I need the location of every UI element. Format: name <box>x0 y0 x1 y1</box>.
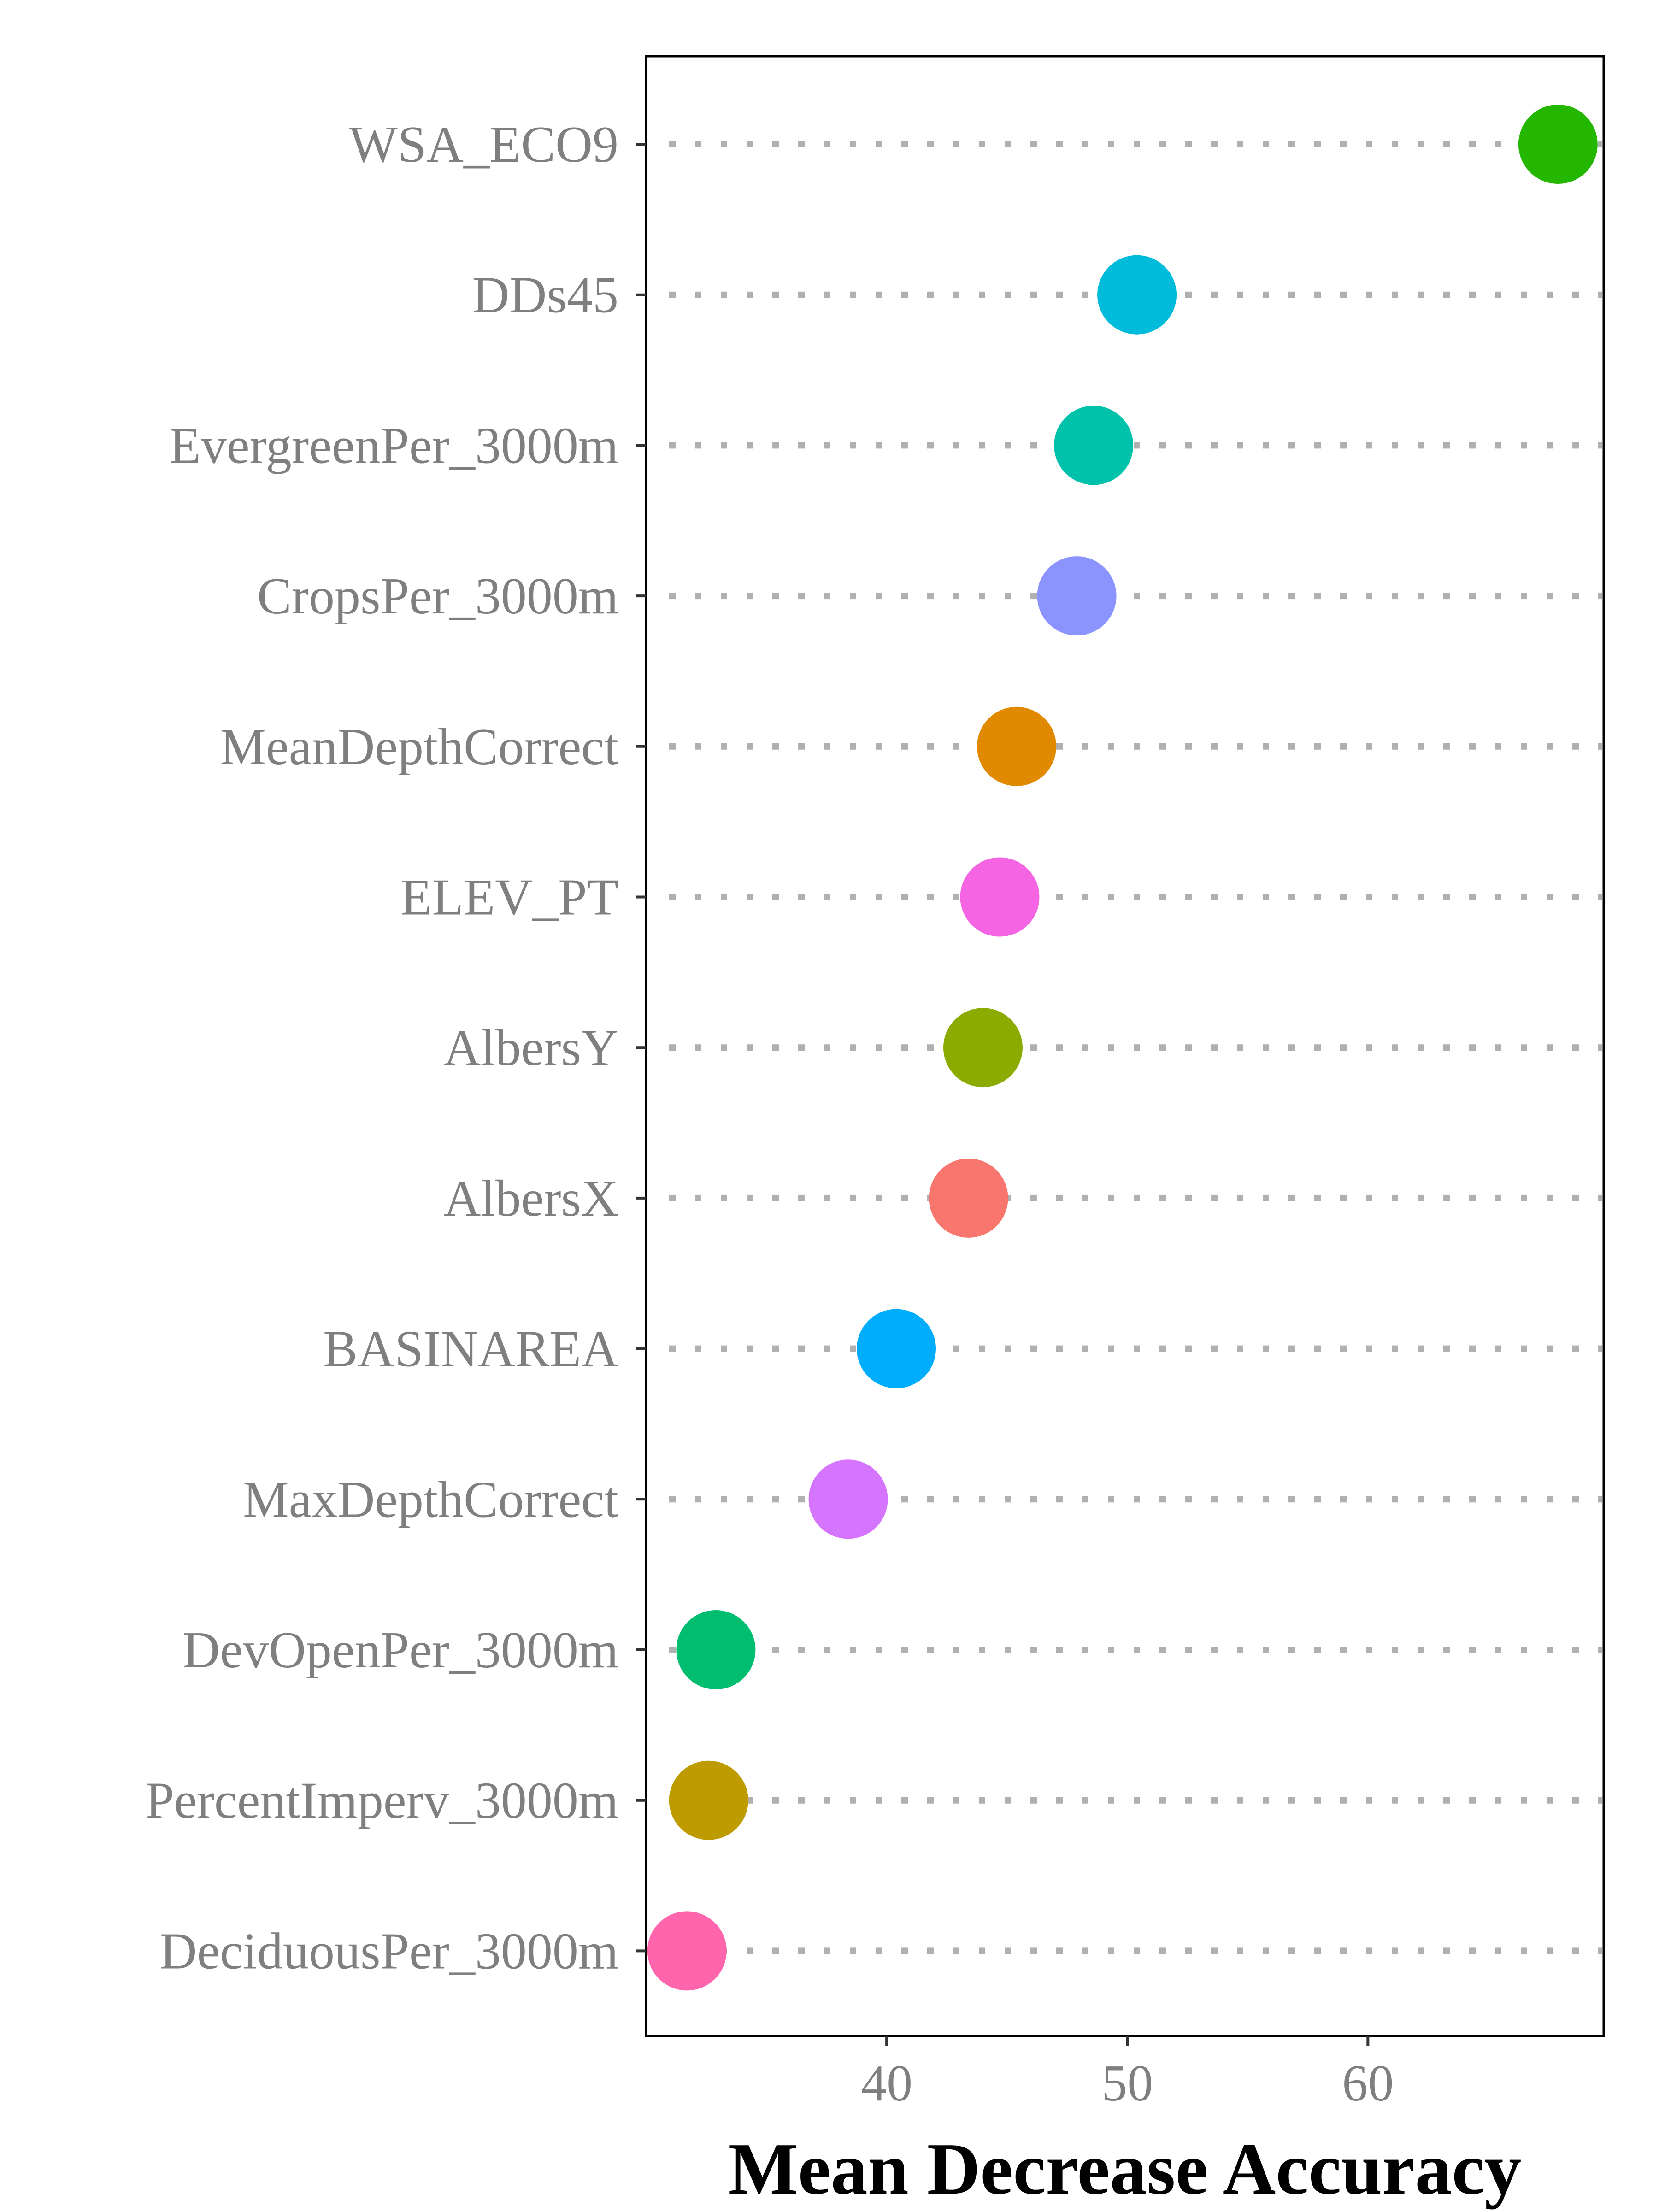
x-axis-title: Mean Decrease Accuracy <box>729 2128 1522 2210</box>
label-devopenper-3000m: DevOpenPer_3000m <box>182 1622 618 1679</box>
point-dds45 <box>1097 255 1177 335</box>
label-dds45: DDs45 <box>472 267 618 324</box>
point-basinarea <box>856 1309 936 1388</box>
point-devopenper-3000m <box>676 1610 756 1689</box>
label-deciduousper-3000m: DeciduousPer_3000m <box>160 1923 618 1980</box>
label-wsa-eco9: WSA_ECO9 <box>349 116 618 173</box>
label-albersy: AlbersY <box>444 1019 618 1077</box>
label-evergreenper-3000m: EvergreenPer_3000m <box>169 417 618 474</box>
label-albersx: AlbersX <box>444 1170 618 1227</box>
point-percentimperv-3000m <box>669 1760 748 1840</box>
x-tick-label-50: 50 <box>1101 2055 1153 2112</box>
point-cropsper-3000m <box>1037 556 1117 636</box>
point-albersx <box>929 1158 1008 1238</box>
x-tick-label-40: 40 <box>861 2055 912 2112</box>
point-elev-pt <box>960 857 1040 937</box>
label-elev-pt: ELEV_PT <box>400 869 618 926</box>
point-evergreenper-3000m <box>1054 406 1134 485</box>
point-deciduousper-3000m <box>647 1911 727 1991</box>
y-tick-marks <box>636 143 646 1953</box>
point-maxdepthcorrect <box>808 1459 888 1539</box>
label-cropsper-3000m: CropsPer_3000m <box>257 568 618 625</box>
point-wsa-eco9 <box>1518 105 1598 184</box>
guide-lines <box>669 141 1602 1954</box>
plot-frame <box>645 55 1605 2037</box>
point-meandepthcorrect <box>977 706 1057 786</box>
point-albersy <box>943 1008 1023 1088</box>
x-axis-ticks: 40 50 60 <box>861 2036 1394 2112</box>
label-maxdepthcorrect: MaxDepthCorrect <box>243 1471 618 1528</box>
x-tick-label-60: 60 <box>1342 2055 1394 2112</box>
data-points <box>647 105 1598 1991</box>
label-meandepthcorrect: MeanDepthCorrect <box>220 718 618 776</box>
label-percentimperv-3000m: PercentImperv_3000m <box>146 1772 618 1830</box>
category-labels: WSA_ECO9 DDs45 EvergreenPer_3000m CropsPer_… <box>146 116 618 1980</box>
label-basinarea: BASINAREA <box>323 1321 618 1378</box>
